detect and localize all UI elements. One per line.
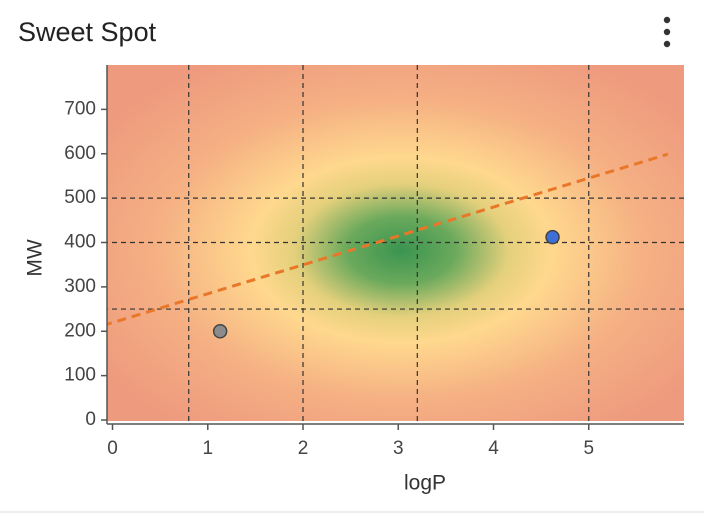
menu-button[interactable] xyxy=(663,16,671,48)
y-tick-label: 200 xyxy=(64,320,96,341)
y-tick-label: 0 xyxy=(85,409,96,430)
y-axis-label: MW xyxy=(24,239,47,276)
y-tick-label: 600 xyxy=(64,143,96,164)
y-tick-label: 100 xyxy=(64,365,96,386)
chart-title: Sweet Spot xyxy=(18,17,157,47)
x-tick-label: 0 xyxy=(107,438,118,459)
x-tick-label: 3 xyxy=(393,438,404,459)
data-point xyxy=(212,324,228,339)
x-tick-label: 4 xyxy=(488,438,499,459)
x-tick-label: 5 xyxy=(583,438,594,459)
trend-line xyxy=(107,152,669,326)
data-point xyxy=(545,229,560,245)
x-tick-label: 1 xyxy=(202,438,213,459)
x-tick-label: 2 xyxy=(298,438,309,459)
x-axis-label: logP xyxy=(404,472,446,495)
y-tick-label: 500 xyxy=(64,187,96,208)
y-tick-label: 700 xyxy=(64,98,96,119)
y-tick-label: 300 xyxy=(64,276,96,297)
y-tick-label: 400 xyxy=(64,232,96,253)
plot-area xyxy=(107,65,684,421)
